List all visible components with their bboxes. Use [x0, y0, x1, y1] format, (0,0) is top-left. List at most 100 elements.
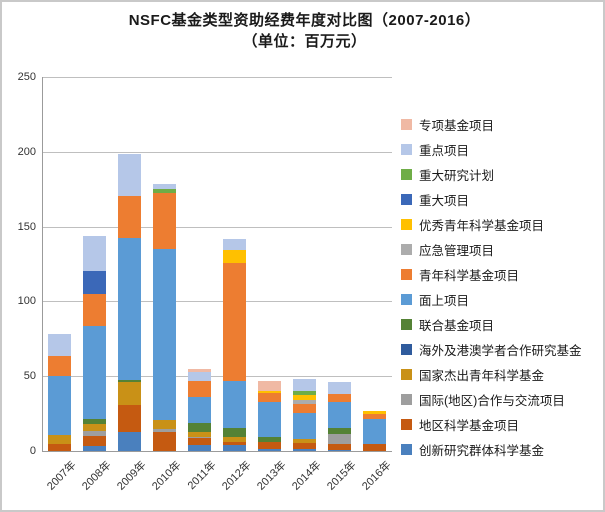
bar-segment-青年科学基金项目 — [118, 195, 141, 238]
y-axis-label-200: 200 — [17, 145, 36, 158]
bar-segment-面上项目 — [153, 249, 176, 421]
bar-segment-重点项目 — [118, 154, 141, 196]
legend-label: 专项基金项目 — [419, 118, 495, 133]
bar-segment-青年科学基金项目 — [83, 293, 106, 326]
legend-swatch-icon — [401, 368, 412, 380]
bar-segment-地区科学基金项目 — [328, 443, 351, 450]
legend-label: 创新研究群体科学基金 — [419, 443, 545, 458]
bar-2016年 — [363, 77, 386, 451]
bar-segment-重点项目 — [188, 371, 211, 381]
bar-segment-重大研究计划 — [293, 391, 316, 396]
bar-segment-地区科学基金项目 — [223, 441, 246, 445]
bar-segment-地区科学基金项目 — [48, 443, 71, 451]
bar-2013年 — [258, 77, 281, 451]
legend-item-专项基金项目: 专项基金项目 — [401, 116, 582, 133]
bar-segment-重点项目 — [223, 239, 246, 251]
bar-segment-国际(地区)合作与交流项目 — [188, 436, 211, 439]
x-axis-label-2015年: 2015年 — [324, 459, 359, 493]
x-axis-label-2016年: 2016年 — [359, 459, 394, 493]
bar-2009年 — [118, 77, 141, 451]
legend-item-应急管理项目: 应急管理项目 — [401, 241, 582, 258]
legend-item-联合基金项目: 联合基金项目 — [401, 316, 582, 333]
bar-segment-重点项目 — [83, 235, 106, 271]
bar-2007年 — [48, 77, 71, 451]
y-axis-line — [42, 77, 43, 451]
bar-segment-国家杰出青年科学基金 — [188, 431, 211, 437]
bar-2015年 — [328, 77, 351, 451]
legend-swatch-icon — [401, 318, 412, 330]
bar-segment-专项基金项目 — [188, 368, 211, 372]
legend-swatch-icon — [401, 243, 412, 255]
legend-swatch-icon — [401, 118, 412, 130]
legend-label: 国际(地区)合作与交流项目 — [419, 393, 565, 408]
chart-title-line2: （单位：百万元） — [242, 33, 367, 50]
bar-segment-创新研究群体科学基金 — [118, 432, 141, 451]
legend-swatch-icon — [401, 443, 412, 455]
bar-segment-面上项目 — [328, 401, 351, 428]
bar-segment-创新研究群体科学基金 — [188, 445, 211, 451]
bar-segment-国际(地区)合作与交流项目 — [328, 434, 351, 444]
legend-item-重大项目: 重大项目 — [401, 191, 582, 208]
bar-segment-青年科学基金项目 — [153, 193, 176, 250]
bar-segment-联合基金项目 — [118, 379, 141, 383]
bar-segment-国家杰出青年科学基金 — [118, 382, 141, 406]
bar-segment-优秀青年科学基金项目 — [363, 410, 386, 414]
bar-segment-青年科学基金项目 — [223, 262, 246, 382]
bar-segment-联合基金项目 — [83, 418, 106, 424]
bar-segment-面上项目 — [188, 397, 211, 424]
x-axis-label-2010年: 2010年 — [149, 459, 184, 493]
bar-segment-地区科学基金项目 — [188, 438, 211, 446]
legend-item-重点项目: 重点项目 — [401, 141, 582, 158]
bar-segment-创新研究群体科学基金 — [258, 448, 281, 451]
bar-segment-青年科学基金项目 — [363, 413, 386, 419]
gridline-0 — [42, 451, 392, 452]
legend-label: 应急管理项目 — [419, 243, 495, 258]
x-axis-label-2008年: 2008年 — [79, 459, 114, 493]
bar-2011年 — [188, 77, 211, 451]
bar-segment-国家杰出青年科学基金 — [153, 420, 176, 429]
legend-swatch-icon — [401, 168, 412, 180]
bar-segment-面上项目 — [223, 381, 246, 428]
legend-label: 海外及港澳学者合作研究基金 — [419, 343, 582, 358]
bar-segment-青年科学基金项目 — [328, 394, 351, 402]
x-axis-label-2009年: 2009年 — [114, 459, 149, 493]
bar-segment-联合基金项目 — [188, 423, 211, 432]
bar-segment-青年科学基金项目 — [188, 380, 211, 398]
bar-segment-重点项目 — [153, 183, 176, 190]
legend-swatch-icon — [401, 218, 412, 230]
legend-item-国际(地区)合作与交流项目: 国际(地区)合作与交流项目 — [401, 391, 582, 408]
legend-item-海外及港澳学者合作研究基金: 海外及港澳学者合作研究基金 — [401, 341, 582, 358]
bar-segment-青年科学基金项目 — [258, 393, 281, 403]
bar-segment-优秀青年科学基金项目 — [223, 250, 246, 263]
bar-segment-地区科学基金项目 — [118, 405, 141, 433]
bar-segment-重大项目 — [83, 270, 106, 294]
bar-segment-专项基金项目 — [258, 380, 281, 391]
legend-label: 重大项目 — [419, 193, 470, 208]
gridline-150 — [42, 226, 392, 228]
legend-item-创新研究群体科学基金: 创新研究群体科学基金 — [401, 441, 582, 458]
bar-segment-联合基金项目 — [328, 427, 351, 435]
x-axis-label-2011年: 2011年 — [185, 459, 219, 493]
x-axis-label-2013年: 2013年 — [254, 459, 289, 493]
x-axis-label-2014年: 2014年 — [289, 459, 324, 493]
bar-segment-面上项目 — [363, 419, 386, 445]
bar-segment-地区科学基金项目 — [258, 442, 281, 449]
gridline-200 — [42, 151, 392, 153]
chart-title-line1: NSFC基金类型资助经费年度对比图（2007-2016） — [128, 12, 481, 29]
legend-item-优秀青年科学基金项目: 优秀青年科学基金项目 — [401, 216, 582, 233]
bar-2010年 — [153, 77, 176, 451]
bar-segment-国际(地区)合作与交流项目 — [153, 428, 176, 433]
bar-segment-创新研究群体科学基金 — [223, 444, 246, 451]
legend-swatch-icon — [401, 143, 412, 155]
legend-swatch-icon — [401, 343, 412, 355]
legend-item-国家杰出青年科学基金: 国家杰出青年科学基金 — [401, 366, 582, 383]
legend-swatch-icon — [401, 268, 412, 280]
legend-swatch-icon — [401, 193, 412, 205]
y-axis-label-50: 50 — [23, 370, 36, 383]
bar-segment-地区科学基金项目 — [153, 432, 176, 451]
chart-title: NSFC基金类型资助经费年度对比图（2007-2016） （单位：百万元） — [2, 10, 603, 52]
bar-segment-创新研究群体科学基金 — [83, 446, 106, 451]
bar-segment-国家杰出青年科学基金 — [83, 423, 106, 432]
bar-segment-优秀青年科学基金项目 — [258, 390, 281, 394]
